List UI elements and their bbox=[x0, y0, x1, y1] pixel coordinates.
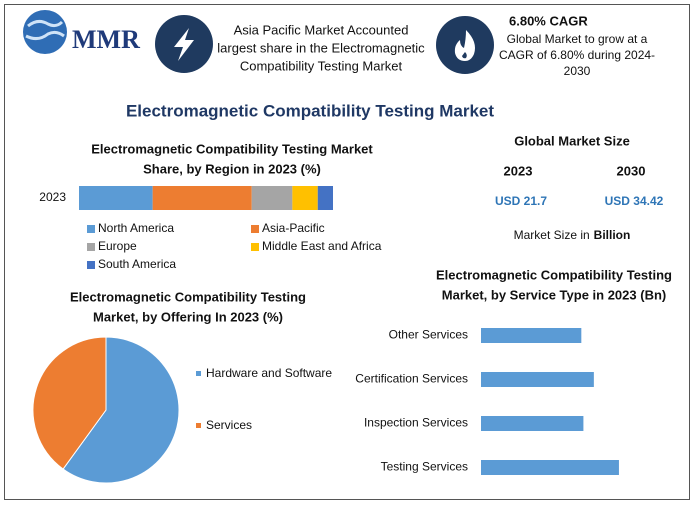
legend-label: Europe bbox=[98, 239, 137, 253]
market-size-title: Global Market Size bbox=[514, 133, 630, 148]
legend-label: North America bbox=[98, 221, 174, 235]
legend-swatch bbox=[87, 225, 95, 233]
highlight-line: largest share in the Electromagnetic bbox=[217, 40, 425, 55]
bolt-icon bbox=[155, 15, 213, 73]
pie-slice bbox=[32, 336, 107, 470]
legend-label: Middle East and Africa bbox=[262, 239, 382, 253]
bar-segment bbox=[317, 186, 333, 210]
chart-title: Market, by Offering In 2023 (%) bbox=[93, 309, 283, 324]
market-value: USD 34.42 bbox=[605, 194, 664, 208]
legend-label: Hardware and Software bbox=[206, 366, 332, 380]
bar-segment bbox=[292, 186, 318, 210]
logo-globe-lines bbox=[25, 19, 65, 41]
legend-swatch bbox=[196, 423, 201, 428]
legend-swatch bbox=[251, 225, 259, 233]
legend-swatch bbox=[251, 243, 259, 251]
logo bbox=[23, 10, 67, 54]
chart-title: Electromagnetic Compatibility Testing bbox=[436, 267, 672, 282]
chart-title: Market, by Service Type in 2023 (Bn) bbox=[442, 287, 666, 302]
flame-icon bbox=[436, 16, 494, 74]
cagr-line: 2030 bbox=[564, 64, 591, 78]
chart-title: Share, by Region in 2023 (%) bbox=[143, 161, 321, 176]
cagr-line: Global Market to grow at a bbox=[507, 32, 648, 46]
bar bbox=[481, 372, 594, 387]
note-text: Market Size in bbox=[514, 228, 590, 242]
category-label: Certification Services bbox=[355, 372, 468, 386]
category-label: 2023 bbox=[39, 190, 66, 204]
legend-swatch bbox=[87, 261, 95, 269]
category-label: Other Services bbox=[389, 328, 468, 342]
category-label: Inspection Services bbox=[364, 416, 468, 430]
bar bbox=[481, 328, 582, 343]
pie-slice bbox=[62, 336, 180, 484]
note-unit: Billion bbox=[594, 228, 631, 242]
market-value: USD 21.7 bbox=[495, 194, 547, 208]
bar-segment bbox=[79, 186, 153, 210]
legend-label: Services bbox=[206, 418, 252, 432]
legend-swatch bbox=[196, 371, 201, 376]
legend-label: South America bbox=[98, 257, 176, 271]
cagr-line: CAGR of 6.80% during 2024- bbox=[499, 48, 655, 62]
highlight-line: Compatibility Testing Market bbox=[240, 58, 403, 73]
logo-text: MMR bbox=[72, 25, 140, 54]
market-size-note: Market Size in Billion bbox=[514, 228, 631, 242]
logo-globe bbox=[23, 10, 67, 54]
cagr-title: 6.80% CAGR bbox=[509, 13, 588, 28]
highlight-line: Asia Pacific Market Accounted bbox=[234, 22, 409, 37]
bar bbox=[481, 416, 584, 431]
bar-segment bbox=[251, 186, 293, 210]
chart-title: Electromagnetic Compatibility Testing Ma… bbox=[91, 141, 373, 156]
legend-swatch bbox=[87, 243, 95, 251]
main-title: Electromagnetic Compatibility Testing Ma… bbox=[126, 101, 494, 120]
market-year: 2030 bbox=[617, 163, 646, 178]
bar-segment bbox=[152, 186, 252, 210]
chart-title: Electromagnetic Compatibility Testing bbox=[70, 289, 306, 304]
legend-label: Asia-Pacific bbox=[262, 221, 325, 235]
market-year: 2023 bbox=[504, 163, 533, 178]
category-label: Testing Services bbox=[381, 460, 468, 474]
bar bbox=[481, 460, 619, 475]
